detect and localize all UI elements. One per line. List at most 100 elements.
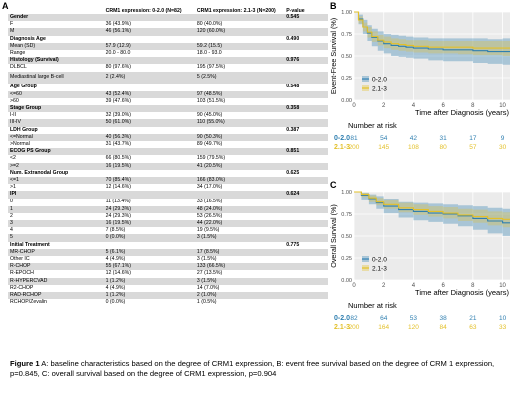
row-value-high: 53 (26.5%) <box>196 212 223 219</box>
risk-count: 108 <box>408 144 419 151</box>
row-value-high: 59.2 (15.5) <box>194 42 285 50</box>
y-tick-label: 1.00 <box>341 190 352 196</box>
row-value-low: 40 (56.3%) <box>103 133 195 141</box>
legend-label: 0-2.0 <box>372 77 387 84</box>
table-section-row: LDH Group 0.387 <box>8 127 328 134</box>
table-row: F 36 (43.9%) 80 (40.0%) <box>8 21 328 28</box>
table-row: >1 12 (14.6%) 34 (17.0%) <box>8 184 328 191</box>
row-label: 5 <box>8 234 104 242</box>
table-row: 4 7 (8.5%) 19 (9.5%) <box>8 227 328 234</box>
row-p-value <box>284 112 328 119</box>
row-p-value <box>284 119 328 127</box>
table-row: Mean (SD) 57.9 (12.9) 59.2 (15.5) <box>8 42 328 50</box>
y-tick-label: 0.00 <box>341 278 352 284</box>
row-value-low: 4 (4.9%) <box>105 284 126 291</box>
row-p-value <box>284 213 328 220</box>
row-value-low <box>103 57 195 65</box>
panel-c-letter: C <box>330 180 337 190</box>
table-row: Other IC 4 (4.9%) 3 (1.5%) <box>8 256 328 263</box>
table-row: <=Normal 40 (56.3%) 90 (50.3%) <box>8 133 328 141</box>
row-value-high <box>194 148 285 156</box>
table-row: >=2 16 (19.5%) 41 (20.5%) <box>8 162 328 170</box>
row-value-low <box>103 14 195 22</box>
row-value-low: 2 (2.4%) <box>103 71 195 84</box>
y-tick-label: 0.00 <box>341 98 352 104</box>
row-value-low: 46 (56.1%) <box>103 28 195 36</box>
row-label: >=2 <box>8 162 104 170</box>
row-value-low: 31 (43.7%) <box>105 141 131 147</box>
y-axis-label: Event-Free Survival (%) <box>329 18 338 94</box>
row-value-low: 36 (43.9%) <box>105 21 131 28</box>
row-value-low: 66 (80.5%) <box>105 155 131 162</box>
x-tick-label: 2 <box>382 283 386 289</box>
risk-table-title: Number at risk <box>348 121 397 130</box>
row-label: <2 <box>10 155 16 162</box>
risk-count: 38 <box>440 315 448 322</box>
table-row: I-II 32 (39.0%) 90 (45.0%) <box>8 112 328 119</box>
y-tick-label: 0.75 <box>341 32 352 38</box>
table-row: M 46 (56.1%) 120 (60.0%) <box>8 28 328 36</box>
row-label: Stage Group <box>8 105 104 113</box>
row-value-low <box>104 127 195 134</box>
row-value-high <box>195 36 284 43</box>
overall-survival-chart: 0.00 0.25 0.50 0.75 1.00 0 2 4 6 8 10 Time after Di… <box>328 180 520 358</box>
row-label: F <box>10 21 14 28</box>
y-tick-label: 1.00 <box>341 10 352 16</box>
y-tick-label: 0.25 <box>341 256 352 262</box>
x-tick-label: 6 <box>441 283 445 289</box>
row-value-high: 90 (45.0%) <box>196 112 223 119</box>
legend-label: 0-2.0 <box>372 257 387 264</box>
row-p-value <box>284 205 328 213</box>
risk-count: 9 <box>501 135 505 142</box>
row-value-high: 110 (55.0%) <box>194 119 285 127</box>
row-value-low: 43 (52.4%) <box>103 90 195 98</box>
row-p-value: 0.545 <box>284 14 328 22</box>
row-p-value: 0.851 <box>284 148 328 156</box>
row-p-value <box>284 291 328 300</box>
row-label: Num. Extranodal Group <box>10 169 69 176</box>
row-value-high: 2 (1.0%) <box>194 291 285 300</box>
row-value-low: 32 (39.0%) <box>105 112 131 119</box>
risk-count: 31 <box>440 135 448 142</box>
row-value-high: 17 (8.5%) <box>194 248 285 256</box>
table-row: R2-CHOP 4 (4.9%) 14 (7.0%) <box>8 285 328 292</box>
table-row: <=60 43 (52.4%) 97 (48.5%) <box>8 90 328 98</box>
table-row: <=1 70 (85.4%) 166 (83.0%) <box>8 176 328 185</box>
legend-label: 2.1-3 <box>372 266 387 273</box>
row-value-high: 18.0 - 93.0 <box>196 49 222 56</box>
ci-band-0-2.0 <box>354 12 510 65</box>
row-value-low: 57.9 (12.9) <box>103 42 195 50</box>
caption-text: A: baseline characteristics based on the… <box>10 359 495 379</box>
y-tick-label: 0.25 <box>341 76 352 82</box>
row-value-low: 20.0 - 80.0 <box>105 49 131 56</box>
row-p-value <box>284 21 328 28</box>
row-value-high: 3 (1.5%) <box>194 277 285 285</box>
row-value-high <box>195 127 284 134</box>
row-value-low: 50 (61.0%) <box>103 119 195 127</box>
row-value-high: 166 (83.0%) <box>194 176 285 185</box>
row-p-value <box>284 184 328 191</box>
row-p-value: 0.775 <box>286 241 300 248</box>
row-label: Range <box>10 49 26 56</box>
row-value-low <box>104 84 195 91</box>
row-p-value: 0.625 <box>286 169 300 176</box>
panel-a-letter: A <box>2 1 9 11</box>
row-p-value <box>284 50 328 57</box>
risk-row-label: 0-2.0 <box>334 135 350 142</box>
row-value-low: 24 (29.3%) <box>103 205 195 213</box>
row-value-low: 1 (1.2%) <box>103 291 195 300</box>
risk-count: 53 <box>410 315 418 322</box>
row-value-high: 90 (50.3%) <box>194 133 285 141</box>
row-value-low: 55 (67.1%) <box>103 263 195 271</box>
row-value-high: 27 (13.5%) <box>196 270 223 277</box>
row-value-high: 97 (48.5%) <box>194 90 285 98</box>
row-value-high: 159 (79.5%) <box>196 155 226 162</box>
table-section-row: Gender 0.545 <box>8 14 328 22</box>
row-value-high: 5 (2.5%) <box>194 71 285 84</box>
table-row: III-IV 50 (61.0%) 110 (55.0%) <box>8 119 328 127</box>
row-p-value <box>284 162 328 170</box>
row-label: 3 <box>8 220 104 228</box>
row-p-value <box>284 248 328 256</box>
row-value-low: 1 (1.2%) <box>103 277 195 285</box>
row-p-value <box>284 263 328 271</box>
